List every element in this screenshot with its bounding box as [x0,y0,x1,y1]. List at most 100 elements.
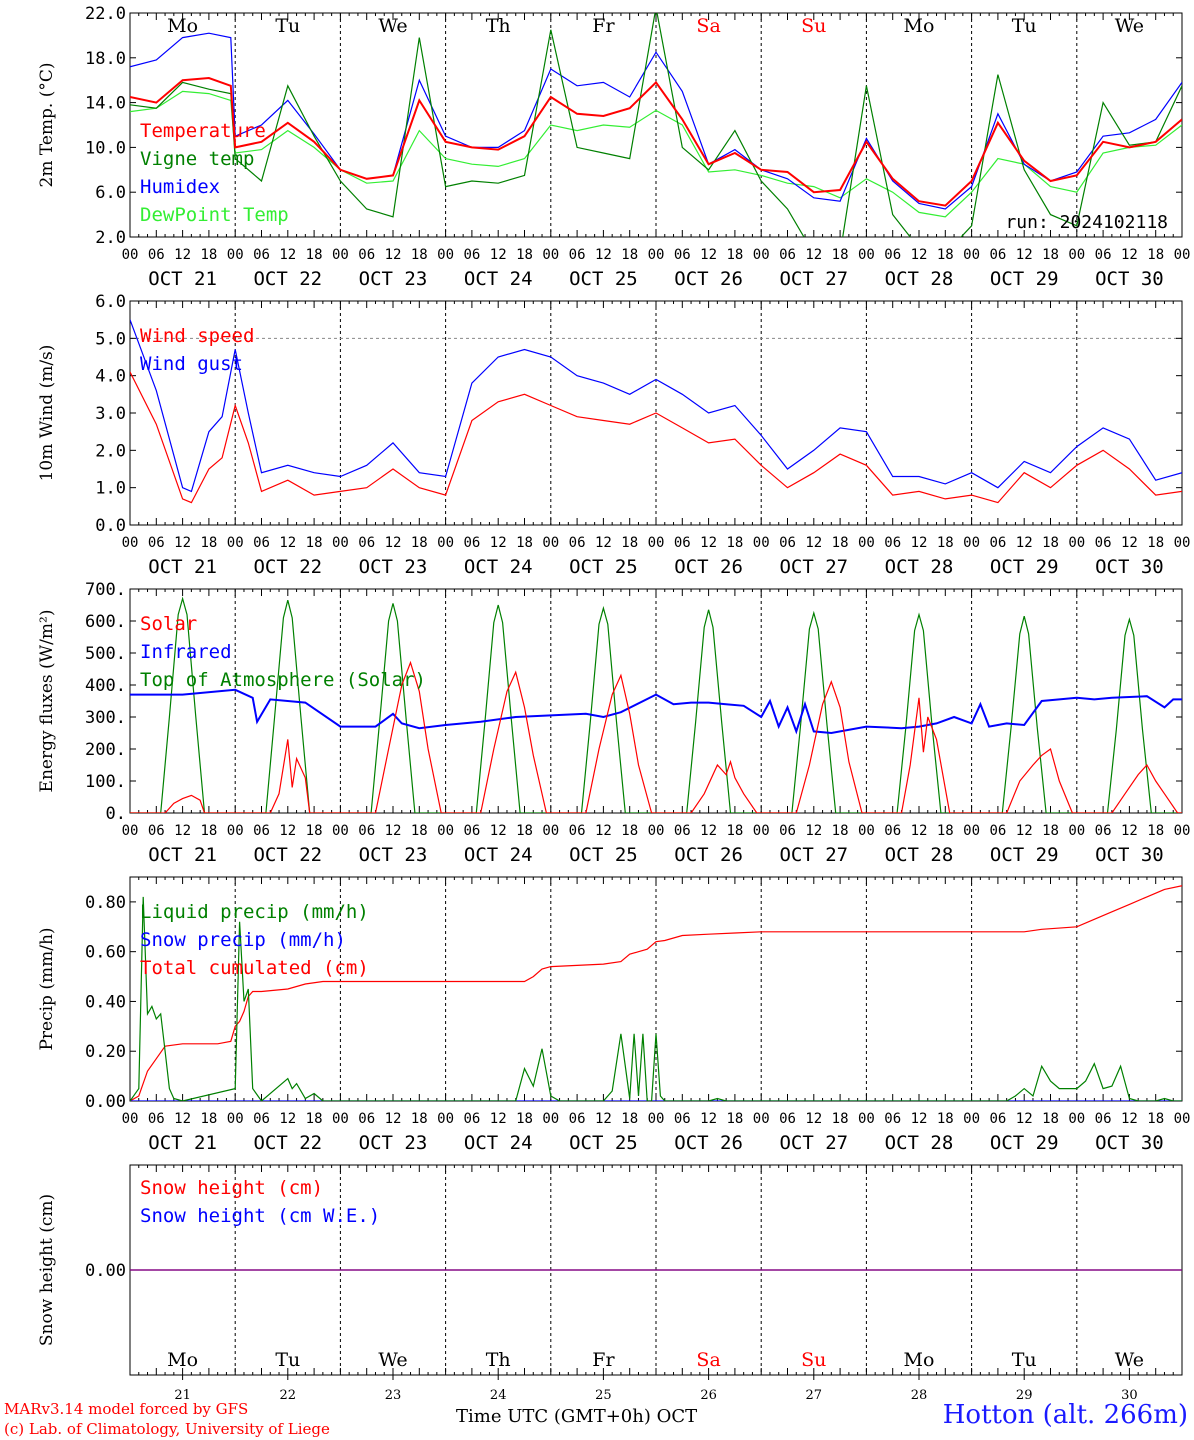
x-hour-label: 00 [1068,1111,1085,1127]
x-date-label: OCT 28 [885,268,954,290]
x-hour-label: 06 [1095,247,1112,263]
x-hour-label: 12 [1121,535,1138,551]
x-hour-label: 12 [1016,823,1033,839]
x-hour-label: 18 [937,535,954,551]
x-hour-label: 06 [148,247,165,263]
x-date-label: OCT 24 [464,1132,533,1154]
x-hour-label: 00 [332,535,349,551]
x-hour-label: 00 [753,535,770,551]
y-tick-label: 100. [85,772,126,792]
x-hour-label: 12 [595,535,612,551]
x-date-label: OCT 27 [779,556,848,578]
x-hour-label: 18 [621,823,638,839]
x-hour-label: 12 [700,823,717,839]
series-line-wind-gust [130,319,1182,493]
x-date-label: OCT 29 [990,1132,1059,1154]
x-hour-label: 06 [253,823,270,839]
x-hour-label: 12 [174,1111,191,1127]
x-hour-label: 00 [858,247,875,263]
x-date-label: OCT 30 [1095,556,1164,578]
x-hour-label: 06 [1095,535,1112,551]
x-date-label: OCT 24 [464,268,533,290]
x-hour-label: 18 [1042,1111,1059,1127]
y-tick-label: 10.0 [85,138,126,158]
y-axis-label: 10m Wind (m/s) [37,345,57,482]
legend-entry: Total cumulated (cm) [140,957,369,979]
x-hour-label: 00 [437,247,454,263]
x-hour-label: 06 [779,247,796,263]
x-hour-label: 12 [911,535,928,551]
x-hour-label: 18 [306,247,323,263]
x-date-label: OCT 26 [674,268,743,290]
y-tick-label: 18.0 [85,49,126,69]
x-date-label: OCT 28 [885,556,954,578]
x-hour-label: 06 [674,247,691,263]
x-hour-label: 00 [648,247,665,263]
day-number-label: 23 [385,1388,402,1403]
x-hour-label: 00 [122,535,139,551]
weekday-label: We [378,1349,407,1371]
legend-entry: Infrared [140,641,232,663]
x-hour-label: 18 [621,1111,638,1127]
x-hour-label: 18 [832,823,849,839]
legend-entry: Top of Atmosphere (Solar) [140,669,426,691]
x-hour-label: 06 [253,247,270,263]
x-hour-label: 06 [358,823,375,839]
x-hour-label: 18 [832,535,849,551]
y-tick-label: 0. [106,804,126,824]
x-hour-label: 18 [1042,247,1059,263]
x-hour-label: 06 [253,535,270,551]
y-tick-label: 0.00 [85,1092,126,1112]
x-hour-label: 12 [279,1111,296,1127]
legend-entry: Snow height (cm) [140,1177,323,1199]
legend-entry: Snow height (cm W.E.) [140,1205,380,1227]
x-date-label: OCT 27 [779,844,848,866]
x-date-label: OCT 26 [674,844,743,866]
x-hour-label: 18 [937,247,954,263]
x-hour-label: 18 [411,1111,428,1127]
y-tick-label: 600. [85,612,126,632]
x-hour-label: 00 [648,535,665,551]
legend-entry: Temperature [140,120,266,142]
x-hour-label: 00 [1174,1111,1191,1127]
weekday-label: Su [801,1349,826,1371]
x-hour-label: 00 [753,247,770,263]
weekday-label: Mo [167,15,198,37]
x-hour-label: 18 [1147,535,1164,551]
y-tick-label: 14.0 [85,94,126,114]
x-hour-label: 18 [411,247,428,263]
weekday-label: Tu [275,1349,300,1371]
x-date-label: OCT 27 [779,268,848,290]
x-hour-label: 06 [569,247,586,263]
x-hour-label: 12 [1016,535,1033,551]
y-tick-label: 6.0 [95,183,126,203]
weekday-label: Mo [167,1349,198,1371]
x-hour-label: 12 [805,823,822,839]
x-hour-label: 12 [174,247,191,263]
x-date-label: OCT 30 [1095,844,1164,866]
x-hour-label: 18 [726,823,743,839]
footer-time-axis-title: Time UTC (GMT+0h) OCT [456,1406,698,1427]
x-hour-label: 18 [832,247,849,263]
y-tick-label: 0.80 [85,893,126,913]
x-hour-label: 12 [385,823,402,839]
x-hour-label: 06 [358,247,375,263]
x-hour-label: 06 [253,1111,270,1127]
y-tick-label: 0.60 [85,943,126,963]
day-number-label: 26 [700,1388,717,1403]
x-date-label: OCT 25 [569,556,638,578]
x-hour-label: 00 [542,1111,559,1127]
x-hour-label: 00 [753,823,770,839]
y-axis-label: 2m Temp. (°C) [37,62,57,187]
x-hour-label: 00 [753,1111,770,1127]
weekday-label: Tu [1012,1349,1037,1371]
x-hour-label: 12 [595,1111,612,1127]
legend-entry: Snow precip (mm/h) [140,929,346,951]
weekday-label: We [1115,15,1144,37]
day-number-label: 27 [806,1388,823,1403]
legend-entry: Vigne temp [140,148,254,170]
x-hour-label: 12 [490,823,507,839]
x-hour-label: 18 [726,1111,743,1127]
x-hour-label: 00 [963,1111,980,1127]
x-date-label: OCT 25 [569,844,638,866]
